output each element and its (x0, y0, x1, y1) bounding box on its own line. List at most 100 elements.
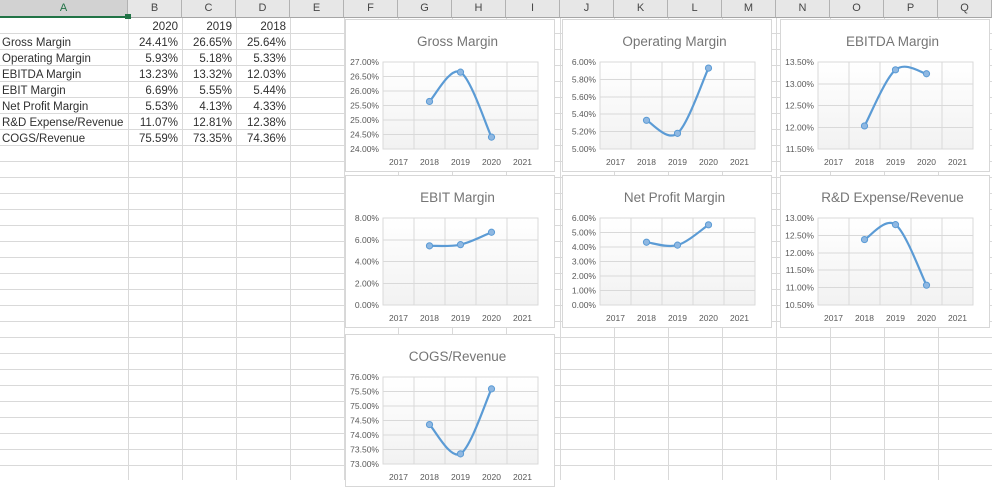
data-point-marker (891, 221, 900, 229)
column-header-G[interactable]: G (398, 0, 452, 18)
column-header-C[interactable]: C (182, 0, 236, 18)
x-axis-tick-label: 2018 (420, 472, 439, 482)
column-header-J[interactable]: J (560, 0, 614, 18)
column-header-Q[interactable]: Q (938, 0, 992, 18)
column-header-D[interactable]: D (236, 0, 290, 18)
value-cell[interactable]: 13.32% (192, 69, 232, 81)
chart-canvas: Operating Margin 5.00% 5.20% 5.40% 5.60% 5.80… (572, 34, 756, 167)
column-header-A[interactable]: A (0, 0, 128, 18)
column-header-F[interactable]: F (344, 0, 398, 18)
x-axis-tick-label: 2021 (513, 472, 532, 482)
plot-area (817, 217, 974, 306)
y-axis-tick-label: 76.00% (350, 372, 379, 382)
value-cell[interactable]: 74.36% (246, 133, 286, 145)
data-point-marker (673, 129, 682, 137)
x-axis-tick-label: 2021 (730, 313, 749, 323)
y-axis-tick-label: 6.00% (572, 57, 597, 67)
chart-operating-margin[interactable]: Operating Margin 5.00% 5.20% 5.40% 5.60% 5.80… (562, 19, 772, 172)
value-cell[interactable]: 13.23% (138, 69, 178, 81)
row-label[interactable]: Net Profit Margin (2, 101, 89, 113)
x-axis-tick-label: 2017 (824, 313, 843, 323)
column-header-P[interactable]: P (884, 0, 938, 18)
y-axis-tick-label: 12.00% (785, 122, 814, 132)
value-cell[interactable]: 12.03% (246, 69, 286, 81)
chart-canvas: Gross Margin 24.00% 24.50% 25.00% 25.50% 26.0… (350, 34, 539, 167)
column-header-H[interactable]: H (452, 0, 506, 18)
x-axis-tick-label: 2018 (420, 313, 439, 323)
row-label[interactable]: Operating Margin (2, 53, 91, 65)
data-point-marker (487, 385, 496, 393)
value-cell[interactable]: 5.55% (199, 85, 232, 97)
value-cell[interactable]: 5.53% (145, 101, 178, 113)
chart-canvas: EBIT Margin 0.00% 2.00% 4.00% 6.00% 8.00% 2017… (355, 190, 539, 323)
value-cell[interactable]: 25.64% (246, 37, 286, 49)
chart-r-d-expense-revenue[interactable]: R&D Expense/Revenue 10.50% 11.00% 11.50% 12.… (780, 175, 990, 328)
column-header-I[interactable]: I (506, 0, 560, 18)
value-cell[interactable]: 5.18% (199, 53, 232, 65)
column-header-B[interactable]: B (128, 0, 182, 18)
x-axis-tick-label: 2021 (513, 157, 532, 167)
value-cell[interactable]: 4.13% (199, 101, 232, 113)
y-axis-tick-label: 11.00% (786, 283, 815, 293)
data-point-marker (456, 68, 465, 76)
x-axis-tick-label: 2020 (699, 157, 718, 167)
x-axis-tick-label: 2018 (855, 313, 874, 323)
row-label[interactable]: EBIT Margin (2, 85, 66, 97)
value-cell[interactable]: 24.41% (138, 37, 178, 49)
year-header-cell[interactable]: 2020 (152, 21, 178, 33)
column-header-N[interactable]: N (776, 0, 830, 18)
x-axis-tick-label: 2017 (824, 157, 843, 167)
value-cell[interactable]: 73.35% (192, 133, 232, 145)
y-axis-tick-label: 11.50% (786, 144, 815, 154)
chart-ebitda-margin[interactable]: EBITDA Margin 11.50% 12.00% 12.50% 13.00% 13.… (780, 19, 990, 172)
value-cell[interactable]: 6.69% (145, 85, 178, 97)
data-point-marker (425, 97, 434, 106)
column-header-E[interactable]: E (290, 0, 344, 18)
y-axis-tick-label: 24.00% (350, 144, 379, 154)
value-cell[interactable]: 5.93% (145, 53, 178, 65)
y-axis-tick-label: 10.50% (785, 300, 814, 310)
value-cell[interactable]: 75.59% (138, 133, 178, 145)
chart-title: EBIT Margin (420, 190, 495, 205)
column-header-M[interactable]: M (722, 0, 776, 18)
x-axis-tick-label: 2019 (451, 472, 470, 482)
year-header-cell[interactable]: 2019 (206, 21, 232, 33)
x-axis-tick-label: 2018 (637, 157, 656, 167)
x-axis-tick-label: 2017 (389, 157, 408, 167)
value-cell[interactable]: 4.33% (253, 101, 286, 113)
chart-cogs-revenue[interactable]: COGS/Revenue 73.00% 73.50% 74.00% 74.50% 75.0… (345, 334, 555, 487)
value-cell[interactable]: 5.44% (253, 85, 286, 97)
row-label[interactable]: Gross Margin (2, 37, 72, 49)
x-axis-tick-label: 2021 (948, 313, 967, 323)
chart-ebit-margin[interactable]: EBIT Margin 0.00% 2.00% 4.00% 6.00% 8.00% 2017… (345, 175, 555, 328)
data-point-marker (673, 241, 682, 249)
y-axis-tick-label: 1.00% (572, 286, 597, 296)
value-cell[interactable]: 12.81% (192, 117, 232, 129)
row-label[interactable]: COGS/Revenue (2, 133, 86, 145)
chart-canvas: Net Profit Margin 0.00% 1.00% 2.00% 3.00% 4.0… (572, 190, 756, 323)
column-header-L[interactable]: L (668, 0, 722, 18)
chart-canvas: EBITDA Margin 11.50% 12.00% 12.50% 13.00% 13.… (785, 34, 974, 167)
row-label[interactable]: EBITDA Margin (2, 69, 82, 81)
x-axis-tick-label: 2020 (482, 472, 501, 482)
chart-net-profit-margin[interactable]: Net Profit Margin 0.00% 1.00% 2.00% 3.00% 4.0… (562, 175, 772, 328)
value-cell[interactable]: 12.38% (246, 117, 286, 129)
year-header-cell[interactable]: 2018 (260, 21, 286, 33)
column-header-O[interactable]: O (830, 0, 884, 18)
chart-title: COGS/Revenue (409, 349, 507, 364)
value-cell[interactable]: 11.07% (139, 117, 178, 129)
value-cell[interactable]: 26.65% (192, 37, 232, 49)
row-label[interactable]: R&D Expense/Revenue (2, 117, 124, 129)
column-header-K[interactable]: K (614, 0, 668, 18)
data-point-marker (642, 238, 651, 246)
y-axis-tick-label: 5.40% (572, 109, 597, 119)
y-axis-tick-label: 2.00% (355, 278, 380, 288)
chart-gross-margin[interactable]: Gross Margin 24.00% 24.50% 25.00% 25.50% 26.0… (345, 19, 555, 172)
data-point-marker (456, 450, 465, 458)
y-axis-tick-label: 24.50% (350, 130, 379, 140)
chart-title: EBITDA Margin (846, 34, 939, 49)
y-axis-tick-label: 6.00% (572, 213, 597, 223)
value-cell[interactable]: 5.33% (253, 53, 286, 65)
data-point-marker (922, 70, 931, 78)
data-point-marker (704, 64, 713, 72)
